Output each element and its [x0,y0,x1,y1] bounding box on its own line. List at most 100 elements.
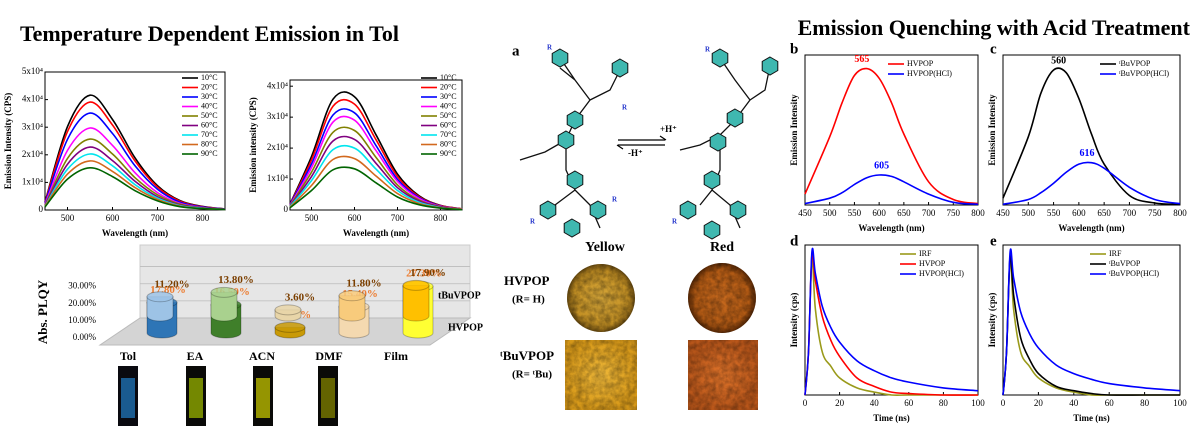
x-tick-label: 600 [1072,208,1086,218]
cylinder-top [338,290,366,302]
cylinder [210,291,238,322]
x-tick-label: 60 [1105,398,1115,408]
legend-label: 80°C [201,139,218,148]
row-label: HVPOP [504,273,550,288]
legend-label: 50°C [201,111,218,120]
arrow-head [616,135,667,150]
y-axis-label: Intensity (cps) [987,293,997,348]
line-chart: 450 500 550 600 650 700 750 800 Wavelength (nm) E… [789,41,985,233]
x-tick-label: 750 [947,208,961,218]
legend-label: HVPOP(HCl) [919,269,964,278]
value-label: 13.80% [218,274,254,286]
legend-label: IRF [919,249,932,258]
x-tick-label: 450 [798,208,812,218]
x-axis-label: Time (ns) [873,413,910,423]
series-line [1002,67,1181,206]
neutral-structure [519,48,629,238]
panel-label: b [790,41,798,57]
r-label: R [530,218,536,226]
protonated-structure [679,48,779,240]
y-tick-label: 3x10⁴ [267,111,288,121]
x-tick-label: 800 [196,213,210,223]
legend-label: 10°C [201,73,218,82]
sample-photos [565,262,758,410]
y-axis-label: Abs. PLQY [35,279,50,344]
value-label: 11.80% [346,277,381,289]
y-tick-label: 3x10⁴ [22,121,43,131]
series-line [44,138,226,210]
cylinder-top [146,291,174,303]
legend-label: IRF [1109,249,1122,258]
series-line [289,166,463,211]
peak-label: 560 [1051,55,1066,66]
y-axis-label: Emission Intensity (CPS) [3,93,13,190]
legend-label: 90°C [201,149,218,158]
value-label: 3.60% [285,291,315,303]
x-tick-label: 0 [803,398,808,408]
legend-label: 70°C [440,130,457,139]
line-chart: 500 600 700 800 0 1x10⁴ 2x10⁴ 3x10⁴ 4x10⁴ 5x10⁴ Wa… [3,66,226,238]
series-line [44,166,226,211]
x-tick-label: 650 [897,208,911,218]
plot-frame [1002,54,1181,206]
legend-label: 30°C [440,92,457,101]
legend-label: HVPOP [919,259,946,268]
value-label: 17.90% [410,267,446,279]
x-tick-label: 600 [872,208,886,218]
x-tick-label: 550 [848,208,862,218]
legend-label: 80°C [440,139,457,148]
legend-label: 40°C [440,101,457,110]
x-tick-label: 100 [1173,398,1187,408]
x-tick-label: 80 [1140,398,1150,408]
panel-label: c [990,41,997,57]
line-chart: 450 500 550 600 650 700 750 800 Wavelength (nm) E… [987,41,1187,233]
category-label: DMF [315,349,342,363]
cylinder-top [274,321,306,333]
x-tick-label: 700 [151,213,165,223]
x-axis-label: Wavelength (nm) [102,228,168,238]
x-tick-label: 600 [348,213,362,223]
y-axis-label: Emission Intensity [789,94,799,166]
y-tick-label: 2x10⁴ [22,149,43,159]
legend-label: 60°C [440,120,457,129]
protonate-label: +H⁺ [660,124,677,134]
legend-label: 70°C [201,130,218,139]
x-tick-label: 500 [823,208,837,218]
peak-label: 605 [874,160,889,171]
x-tick-label: 100 [971,398,985,408]
y-axis-label: Emission intensity (CPS) [248,97,258,193]
x-tick-label: 700 [922,208,936,218]
y-tick-label: 0 [39,204,44,214]
plot-frame [1002,244,1181,396]
y-tick-label: 5x10⁴ [22,66,43,76]
legend-label: ᵗBuVPOP [1109,259,1141,268]
peak-label: 616 [1079,148,1094,159]
x-tick-label: 600 [106,213,120,223]
legend-label: 90°C [440,149,457,158]
x-axis-label: Wavelength (nm) [1058,223,1124,233]
r-label: R [547,44,553,52]
series-line [804,67,979,205]
category-label: Film [384,349,408,363]
peak-label: 565 [854,54,869,65]
plot-frame [44,71,226,211]
plot-frame [289,79,463,211]
r-label: R [622,104,628,112]
x-tick-label: 500 [1022,208,1036,218]
x-tick-label: 500 [61,213,75,223]
y-tick-label: 1x10⁴ [267,173,288,183]
x-tick-label: 0 [1001,398,1006,408]
cylinder-top [274,304,302,316]
x-tick-label: 40 [870,398,880,408]
legend-label: ᵗBuVPOP [1119,59,1151,68]
legend-label: ᵗBuVPOP(HCl) [1119,69,1169,78]
panel-label: d [790,233,799,249]
series-line [1002,161,1181,206]
deprotonate-label: -H⁺ [628,148,643,158]
row-label: ᵗBuVPOP [500,348,554,363]
bar-chart-3d: 0.00% 10.00% 20.00% 30.00% Abs. PLQY tBuVPOP 1… [35,244,483,363]
y-tick-label: 20.00% [68,298,96,308]
x-axis-label: Wavelength (nm) [858,223,924,233]
